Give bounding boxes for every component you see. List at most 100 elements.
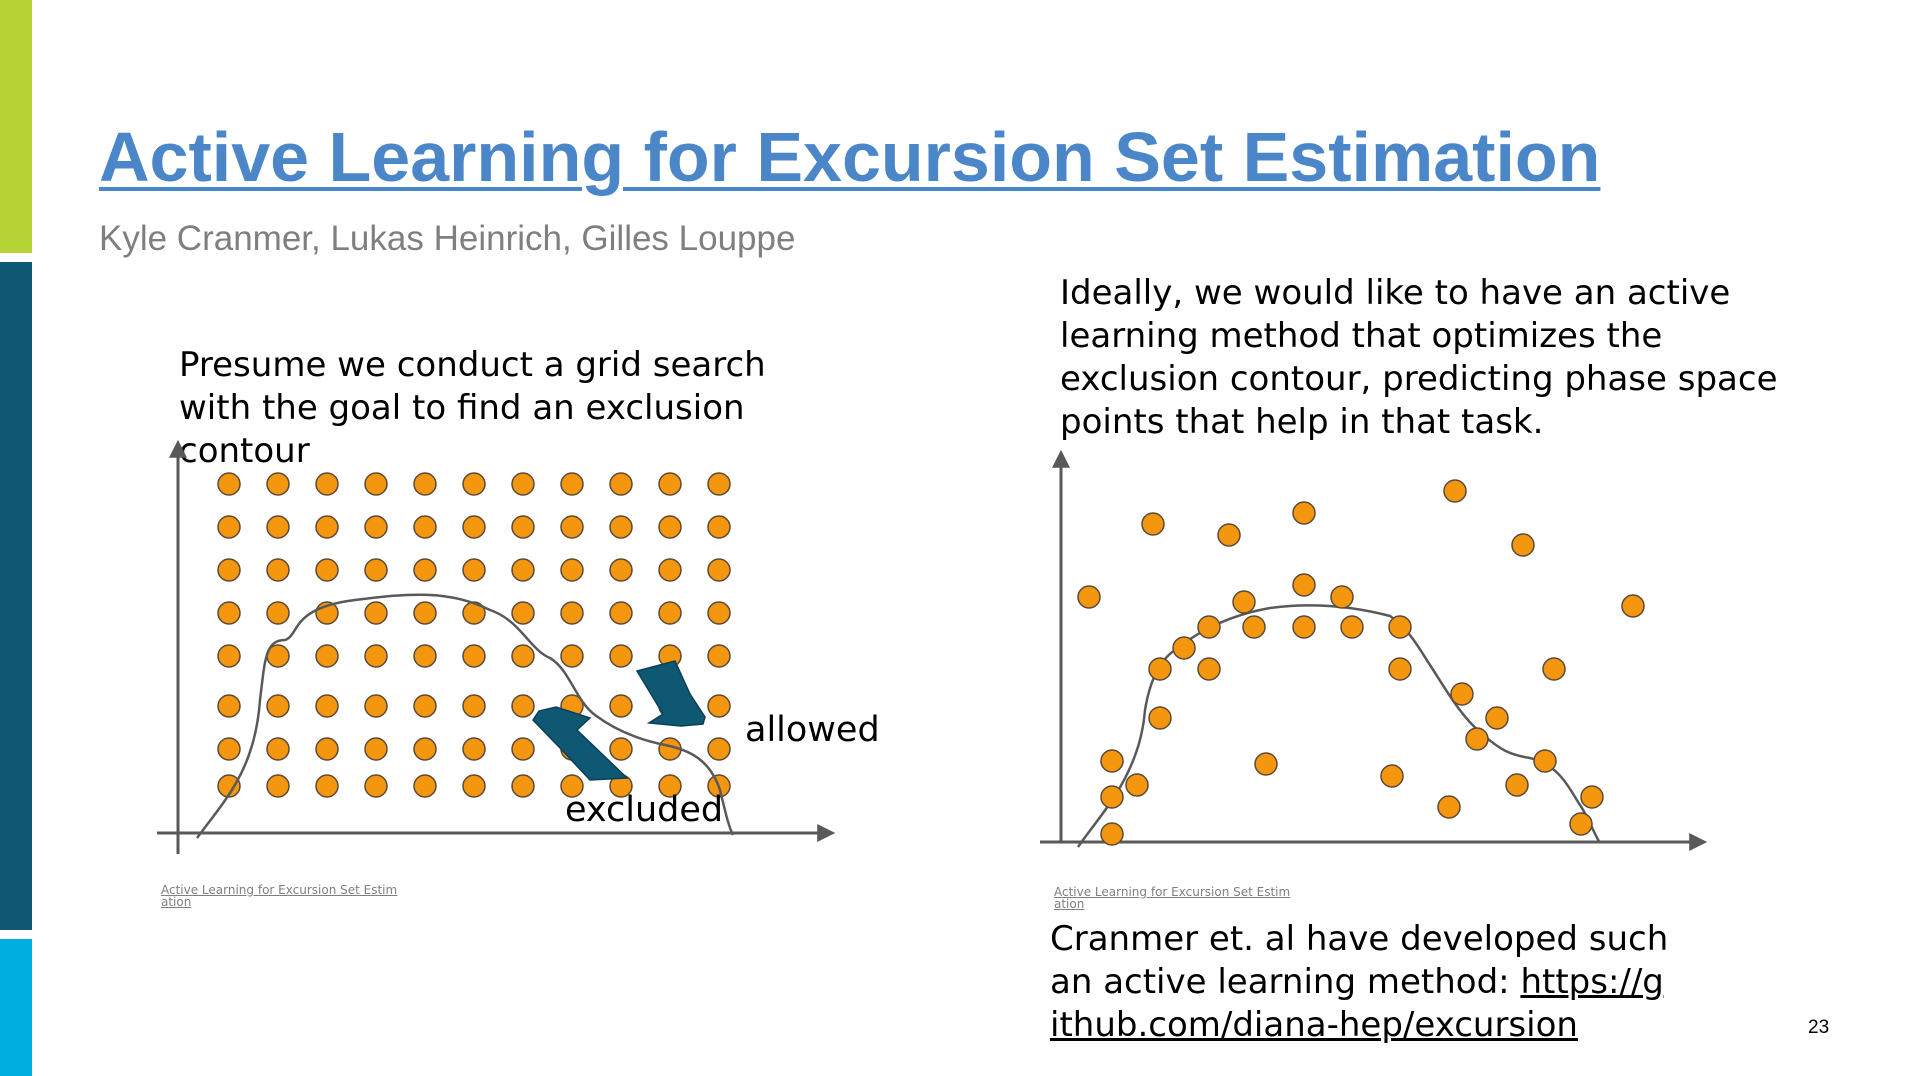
- grid-point: [658, 515, 682, 539]
- grid-point: [413, 558, 437, 582]
- grid-point: [364, 601, 388, 625]
- grid-point: [266, 515, 290, 539]
- grid-point: [511, 601, 535, 625]
- authors: Kyle Cranmer, Lukas Heinrich, Gilles Lou…: [99, 219, 796, 258]
- accent-bar-cyan: [0, 939, 32, 1076]
- grid-point: [266, 774, 290, 798]
- grid-point: [266, 694, 290, 718]
- left-exclusion-contour: [195, 593, 735, 839]
- slide-title-link[interactable]: Active Learning for Excursion Set Estima…: [99, 118, 1601, 196]
- grid-point: [364, 737, 388, 761]
- grid-point: [511, 694, 535, 718]
- grid-point: [217, 558, 241, 582]
- grid-point: [266, 558, 290, 582]
- grid-point: [707, 515, 731, 539]
- grid-point: [511, 774, 535, 798]
- sample-point: [1450, 682, 1474, 706]
- grid-point: [462, 737, 486, 761]
- sample-point: [1292, 573, 1316, 597]
- sample-point: [1437, 795, 1461, 819]
- right-scattered-points: [1077, 479, 1645, 846]
- right-diagram: [1040, 449, 1708, 851]
- sample-point: [1197, 615, 1221, 639]
- grid-point: [364, 472, 388, 496]
- grid-point: [707, 601, 731, 625]
- allowed-label: allowed: [745, 710, 880, 750]
- grid-point: [315, 472, 339, 496]
- accent-bar-green: [0, 0, 32, 253]
- grid-point: [658, 601, 682, 625]
- grid-point: [462, 472, 486, 496]
- grid-point: [609, 472, 633, 496]
- grid-point: [511, 644, 535, 668]
- grid-point: [658, 472, 682, 496]
- grid-point: [609, 601, 633, 625]
- grid-point: [364, 694, 388, 718]
- grid-point: [560, 644, 584, 668]
- grid-point: [217, 644, 241, 668]
- sample-point: [1148, 706, 1172, 730]
- sample-point: [1148, 657, 1172, 681]
- accent-bar-navy: [0, 262, 32, 930]
- grid-point: [315, 737, 339, 761]
- grid-point: [266, 737, 290, 761]
- grid-point: [364, 644, 388, 668]
- sample-point: [1242, 615, 1266, 639]
- grid-point: [462, 558, 486, 582]
- grid-point: [315, 644, 339, 668]
- sample-point: [1141, 512, 1165, 536]
- grid-point: [413, 472, 437, 496]
- grid-point: [217, 601, 241, 625]
- grid-point: [462, 644, 486, 668]
- sample-point: [1511, 533, 1535, 557]
- sample-point: [1100, 822, 1124, 846]
- grid-point: [315, 774, 339, 798]
- sample-point: [1232, 590, 1256, 614]
- github-repo-link[interactable]: https://github.com/diana-hep/excursion: [1050, 962, 1664, 1045]
- grid-point: [511, 737, 535, 761]
- sample-point: [1388, 615, 1412, 639]
- sample-point: [1621, 594, 1645, 618]
- grid-point: [217, 472, 241, 496]
- grid-point: [413, 774, 437, 798]
- grid-point: [560, 774, 584, 798]
- left-grid-points: [217, 472, 731, 798]
- grid-point: [217, 515, 241, 539]
- right-diagram-caption-link[interactable]: Active Learning for Excursion Set Estima…: [1054, 885, 1291, 911]
- grid-point: [560, 601, 584, 625]
- sample-point: [1292, 615, 1316, 639]
- developed-method-text: Cranmer et. al have developed such an ac…: [1050, 918, 1670, 1047]
- grid-point: [413, 515, 437, 539]
- excluded-arrow-icon: [532, 706, 629, 781]
- grid-point: [609, 515, 633, 539]
- sample-point: [1077, 585, 1101, 609]
- sample-point: [1569, 812, 1593, 836]
- grid-search-text: Presume we conduct a grid search with th…: [179, 345, 766, 471]
- sample-point: [1533, 749, 1557, 773]
- grid-point: [560, 515, 584, 539]
- grid-point: [462, 774, 486, 798]
- grid-point: [707, 694, 731, 718]
- sample-point: [1485, 706, 1509, 730]
- sample-point: [1197, 657, 1221, 681]
- sample-point: [1465, 727, 1489, 751]
- left-diagram-caption-link[interactable]: Active Learning for Excursion Set Estima…: [161, 883, 398, 909]
- grid-point: [707, 644, 731, 668]
- sample-point: [1100, 785, 1124, 809]
- grid-point: [315, 558, 339, 582]
- grid-point: [266, 601, 290, 625]
- grid-point: [609, 644, 633, 668]
- sample-point: [1292, 501, 1316, 525]
- grid-point: [658, 558, 682, 582]
- grid-point: [511, 472, 535, 496]
- grid-point: [560, 558, 584, 582]
- grid-point: [413, 644, 437, 668]
- grid-point: [511, 515, 535, 539]
- sample-point: [1125, 773, 1149, 797]
- sample-point: [1388, 657, 1412, 681]
- grid-point: [609, 737, 633, 761]
- sample-point: [1505, 773, 1529, 797]
- sample-point: [1340, 615, 1364, 639]
- sample-point: [1542, 657, 1566, 681]
